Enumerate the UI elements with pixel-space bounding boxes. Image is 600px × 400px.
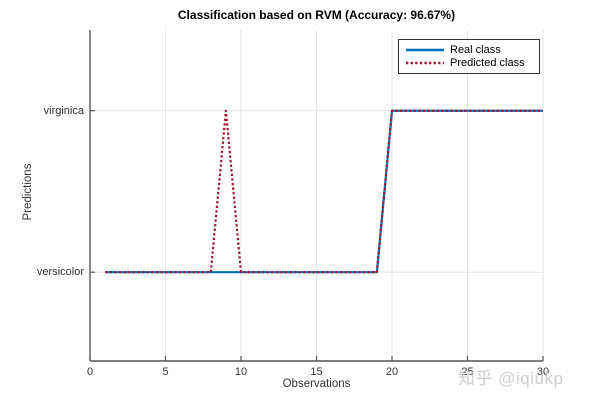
x-tick-label: 15	[310, 366, 322, 378]
x-axis-label: Observations	[282, 378, 351, 390]
legend-label-real: Real class	[450, 43, 501, 56]
series-line-real	[105, 109, 543, 274]
legend-line-solid-icon	[406, 48, 444, 51]
series-line-predicted	[105, 109, 543, 274]
x-tick-label: 0	[87, 366, 93, 378]
x-tick-label: 5	[162, 366, 168, 378]
x-tick-label: 25	[461, 366, 473, 378]
legend-line-dotted-icon	[406, 62, 444, 65]
legend-entry-real: Real class	[405, 44, 535, 56]
x-tick-label: 20	[386, 366, 398, 378]
y-tick-label-versicolor: versicolor	[36, 266, 84, 278]
chart-title: Classification based on RVM (Accuracy: 9…	[177, 8, 456, 22]
x-tick-label: 30	[537, 366, 549, 378]
y-axis-label: Predictions	[22, 163, 34, 221]
x-tick-label: 10	[235, 366, 247, 378]
y-tick-label-virginica: virginica	[43, 105, 84, 117]
legend-label-predicted: Predicted class	[450, 57, 525, 70]
watermark: 知乎 @iqiukp	[458, 369, 564, 388]
legend-entry-predicted: Predicted class	[405, 57, 535, 69]
legend-box: Real class Predicted class	[398, 39, 540, 74]
